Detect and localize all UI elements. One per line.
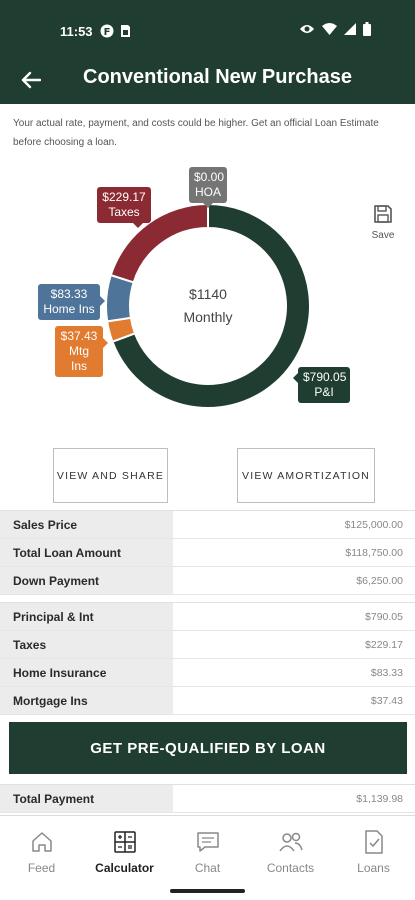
view-and-share-button[interactable]: VIEW AND SHARE	[53, 448, 168, 503]
page-title: Conventional New Purchase	[83, 66, 352, 88]
nav-label: Feed	[27, 861, 56, 875]
callout-pi-value: $790.05	[303, 370, 347, 384]
arrow-left-icon	[21, 71, 41, 89]
table-row: Home Insurance $83.33	[0, 659, 415, 687]
row-label: Total Loan Amount	[0, 539, 173, 566]
callout-mtg-ins-label: Mtg Ins	[68, 344, 89, 373]
row-label: Home Insurance	[0, 659, 173, 686]
nav-item-chat[interactable]: Chat	[166, 816, 249, 900]
callout-home-ins: $83.33 Home Ins	[38, 284, 105, 320]
battery-icon	[363, 22, 371, 36]
contacts-icon	[278, 832, 303, 852]
row-value: $125,000.00	[344, 519, 403, 531]
table-row: Principal & Int $790.05	[0, 603, 415, 631]
callout-home-ins-label: Home Ins	[43, 302, 95, 316]
payment-breakdown-chart	[105, 202, 311, 409]
status-system-icons	[299, 22, 371, 36]
nav-label: Calculator	[95, 861, 154, 875]
table-row: Mortgage Ins $37.43	[0, 687, 415, 715]
callout-mtg-ins: $37.43 Mtg Ins	[55, 326, 108, 377]
chart-center-total: $1140	[189, 286, 227, 302]
nav-label: Chat	[194, 861, 221, 875]
nav-item-calculator[interactable]: Calculator	[83, 816, 166, 900]
sim-notification-icon	[121, 25, 130, 37]
status-notification-icons: F	[100, 24, 131, 38]
calculator-icon	[113, 831, 136, 853]
status-time: 11:53	[60, 24, 93, 39]
row-label: Mortgage Ins	[0, 687, 173, 714]
signal-icon	[344, 23, 356, 35]
home-icon	[31, 832, 52, 852]
table-row: Sales Price $125,000.00	[0, 511, 415, 539]
nav-label: Contacts	[266, 861, 315, 875]
bottom-navigation: Feed Calculator Chat Contacts Loans	[0, 815, 415, 900]
nav-label: Loans	[357, 861, 390, 875]
view-amortization-button[interactable]: VIEW AMORTIZATION	[237, 448, 375, 503]
donut-slice-p-i	[111, 202, 311, 409]
callout-hoa-value: $0.00	[194, 170, 225, 184]
save-button[interactable]: Save	[366, 204, 400, 241]
callout-hoa: $0.00 HOA	[189, 167, 227, 208]
table-row: Down Payment $6,250.00	[0, 567, 415, 595]
total-value: $1,139.98	[356, 793, 403, 805]
save-label: Save	[371, 230, 395, 241]
table-row: Total Payment $1,139.98	[0, 785, 415, 813]
row-label: Sales Price	[0, 511, 173, 538]
callout-taxes-value: $229.17	[102, 190, 146, 204]
loan-summary-table: Sales Price $125,000.00 Total Loan Amoun…	[0, 510, 415, 595]
loan-document-icon	[364, 830, 383, 854]
row-value: $118,750.00	[345, 547, 403, 559]
callout-pi-label: P&I	[314, 385, 334, 399]
total-payment-table: Total Payment $1,139.98	[0, 784, 415, 813]
row-label: Down Payment	[0, 567, 173, 594]
wifi-icon	[322, 23, 337, 35]
row-value: $37.43	[370, 695, 403, 707]
callout-taxes-label: Taxes	[108, 205, 140, 219]
status-bar: 11:53 F	[0, 0, 415, 56]
callout-mtg-ins-value: $37.43	[60, 329, 98, 343]
chart-center-label: Monthly	[183, 309, 233, 325]
app-bar: Conventional New Purchase	[0, 56, 415, 104]
row-value: $229.17	[365, 639, 403, 651]
callout-home-ins-value: $83.33	[50, 287, 88, 301]
nav-item-contacts[interactable]: Contacts	[249, 816, 332, 900]
total-label: Total Payment	[0, 785, 173, 812]
row-value: $6,250.00	[356, 575, 403, 587]
floppy-disk-icon	[374, 205, 392, 223]
app-notification-icon: F	[100, 24, 114, 38]
back-button[interactable]	[14, 64, 48, 96]
eye-icon	[300, 25, 314, 33]
payment-breakdown-table: Principal & Int $790.05 Taxes $229.17 Ho…	[0, 602, 415, 715]
callout-hoa-label: HOA	[194, 185, 221, 199]
row-label: Principal & Int	[0, 603, 173, 630]
table-row: Taxes $229.17	[0, 631, 415, 659]
row-label: Taxes	[0, 631, 173, 658]
chat-icon	[196, 832, 219, 852]
disclaimer-text: Your actual rate, payment, and costs cou…	[13, 118, 379, 148]
callout-taxes: $229.17 Taxes	[97, 187, 151, 228]
svg-text:F: F	[104, 27, 111, 38]
nav-item-feed[interactable]: Feed	[0, 816, 83, 900]
table-row: Total Loan Amount $118,750.00	[0, 539, 415, 567]
row-value: $790.05	[365, 611, 403, 623]
nav-item-loans[interactable]: Loans	[332, 816, 415, 900]
get-pre-qualified-button[interactable]: GET PRE-QUALIFIED BY LOAN	[9, 722, 407, 774]
callout-pi: $790.05 P&I	[293, 367, 350, 403]
home-indicator	[170, 889, 245, 893]
row-value: $83.33	[370, 667, 403, 679]
